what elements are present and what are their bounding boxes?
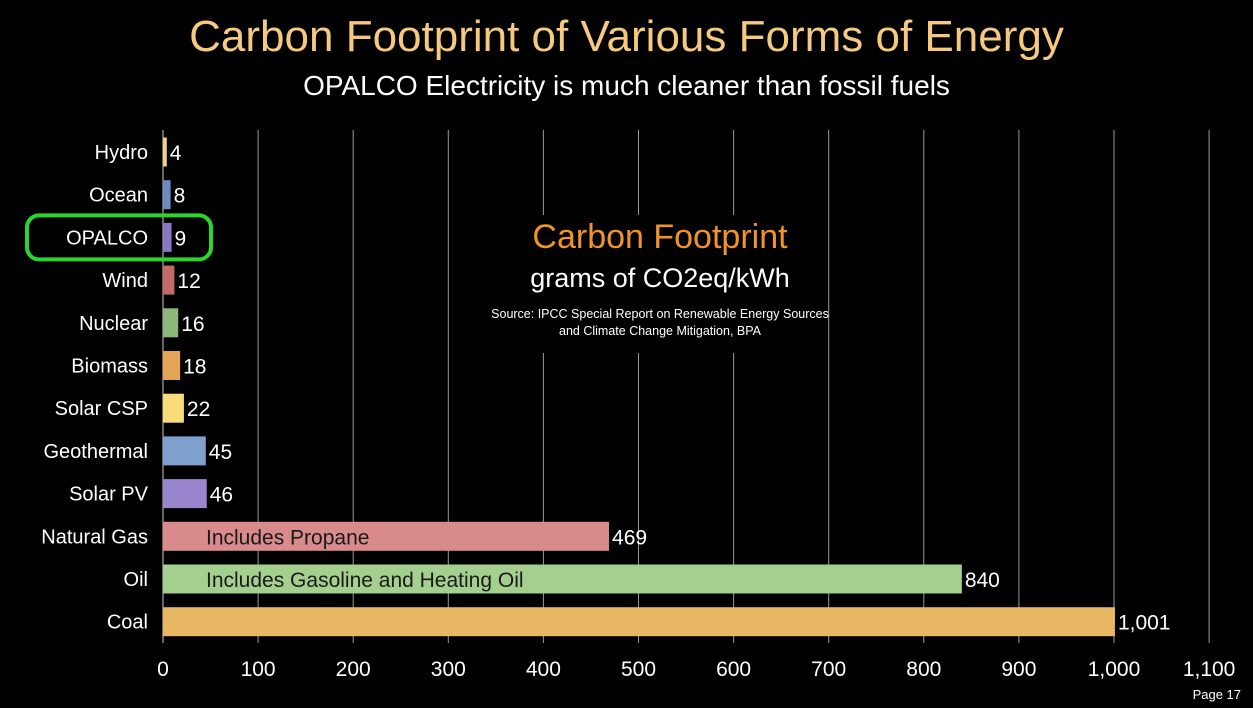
bar [163,137,167,167]
x-tick-label: 900 [1001,658,1036,681]
category-label: Biomass [71,356,148,378]
bar [163,393,184,423]
value-label: 469 [612,526,647,549]
value-label: 22 [187,398,210,421]
category-label: Solar CSP [55,398,148,420]
bar [163,479,207,509]
legend-source: Source: IPCC Special Report on Renewable… [491,307,829,338]
value-label: 8 [174,185,186,208]
x-tick-label: 800 [906,658,941,681]
x-tick-label: 300 [431,658,466,681]
category-label: Nuclear [79,313,148,335]
slide-subtitle: OPALCO Electricity is much cleaner than … [303,70,950,101]
legend-unit: grams of CO2eq/kWh [530,263,790,293]
category-label: Wind [102,270,148,292]
x-tick-label: 1,000 [1088,658,1141,681]
bar [163,607,1115,637]
x-tick-label: 1,100 [1183,658,1236,681]
bar [163,521,610,551]
category-label: Oil [124,569,148,591]
value-label: 45 [209,441,232,464]
page-number: Page 17 [1192,687,1241,702]
bar [163,351,181,380]
bar [163,222,172,252]
x-tick-label: 0 [157,658,169,681]
chart-legend-box: Carbon Footprint grams of CO2eq/kWh Sour… [480,218,840,340]
gridlines [162,130,1210,643]
bar [163,180,171,210]
bar [163,436,206,466]
category-label: OPALCO [66,227,148,249]
value-label: 12 [177,270,200,293]
slide-title: Carbon Footprint of Various Forms of Ene… [189,12,1064,61]
bar-annotation: Includes Gasoline and Heating Oil [206,569,524,592]
category-label: Ocean [89,185,148,207]
value-label: 16 [181,313,204,336]
value-label: 1,001 [1118,612,1171,635]
x-tick-label: 700 [811,658,846,681]
bars [163,137,1115,637]
legend-backdrop [500,215,820,353]
x-tick-label: 200 [336,658,371,681]
value-label: 840 [965,569,1000,592]
x-tick-label: 600 [716,658,751,681]
bar [163,265,175,295]
bar [163,308,179,338]
bar [163,564,962,594]
bar-annotation: Includes Propane [206,526,369,549]
value-label: 4 [170,142,182,165]
x-tick-label: 500 [621,658,656,681]
value-label: 18 [183,356,206,379]
legend-title: Carbon Footprint [532,218,788,256]
category-label: Coal [107,612,148,634]
category-label: Natural Gas [41,526,148,548]
category-label: Solar PV [69,484,149,506]
labels: 0 100 200 300 400 500 600 700 800 900 1,000 1,100 Hy… [25,142,1236,681]
value-label: 9 [175,227,187,250]
category-label: Geothermal [44,441,149,463]
highlight-outline [25,213,213,262]
x-tick-label: 100 [241,658,276,681]
category-label: Hydro [95,142,148,164]
x-tick-label: 400 [526,658,561,681]
value-label: 46 [210,484,233,507]
